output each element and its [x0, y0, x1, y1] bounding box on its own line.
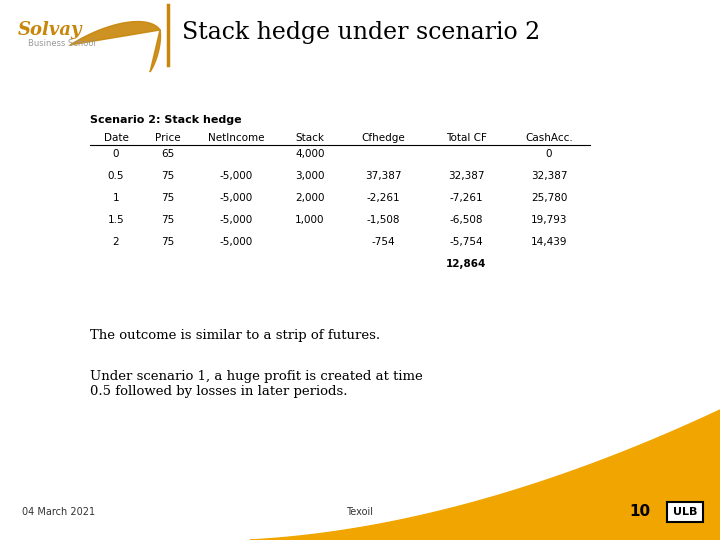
Text: 75: 75 — [161, 193, 175, 203]
Text: 0: 0 — [546, 149, 552, 159]
Text: 3,000: 3,000 — [295, 171, 325, 181]
Text: 32,387: 32,387 — [448, 171, 485, 181]
Text: 1: 1 — [113, 193, 120, 203]
Text: 65: 65 — [161, 149, 175, 159]
Text: Solvay: Solvay — [18, 21, 83, 39]
Text: CashAcc.: CashAcc. — [525, 133, 573, 143]
Text: 32,387: 32,387 — [531, 171, 567, 181]
Text: 04 March 2021: 04 March 2021 — [22, 507, 95, 517]
Text: 0.5: 0.5 — [108, 171, 125, 181]
FancyBboxPatch shape — [667, 502, 703, 522]
Text: 14,439: 14,439 — [531, 237, 567, 247]
Polygon shape — [250, 410, 720, 540]
Text: Business School: Business School — [28, 39, 96, 49]
Text: 1,000: 1,000 — [295, 215, 325, 225]
Text: -5,000: -5,000 — [220, 237, 253, 247]
Text: 75: 75 — [161, 171, 175, 181]
Text: Date: Date — [104, 133, 128, 143]
Text: 10: 10 — [629, 504, 651, 519]
Text: Scenario 2: Stack hedge: Scenario 2: Stack hedge — [90, 115, 242, 125]
Text: 75: 75 — [161, 237, 175, 247]
Text: 1.5: 1.5 — [108, 215, 125, 225]
Text: Stack hedge under scenario 2: Stack hedge under scenario 2 — [182, 21, 540, 44]
Text: 75: 75 — [161, 215, 175, 225]
Text: Cfhedge: Cfhedge — [361, 133, 405, 143]
Text: 2: 2 — [113, 237, 120, 247]
Text: ULB: ULB — [672, 507, 697, 517]
Text: 2,000: 2,000 — [295, 193, 325, 203]
Text: 0: 0 — [113, 149, 120, 159]
Text: -7,261: -7,261 — [449, 193, 483, 203]
Polygon shape — [70, 22, 161, 72]
Text: 4,000: 4,000 — [295, 149, 325, 159]
Text: -1,508: -1,508 — [366, 215, 400, 225]
Text: 19,793: 19,793 — [531, 215, 567, 225]
Text: NetIncome: NetIncome — [208, 133, 264, 143]
Text: -5,000: -5,000 — [220, 215, 253, 225]
Text: -754: -754 — [372, 237, 395, 247]
Text: Texoil: Texoil — [346, 507, 374, 517]
Text: Price: Price — [156, 133, 181, 143]
Text: Under scenario 1, a huge profit is created at time
0.5 followed by losses in lat: Under scenario 1, a huge profit is creat… — [90, 370, 423, 398]
Text: Stack: Stack — [295, 133, 325, 143]
Text: -6,508: -6,508 — [449, 215, 482, 225]
Text: Total CF: Total CF — [446, 133, 487, 143]
Text: 37,387: 37,387 — [365, 171, 401, 181]
Text: -5,000: -5,000 — [220, 193, 253, 203]
Text: -5,000: -5,000 — [220, 171, 253, 181]
Text: -5,754: -5,754 — [449, 237, 483, 247]
Text: -2,261: -2,261 — [366, 193, 400, 203]
Text: The outcome is similar to a strip of futures.: The outcome is similar to a strip of fut… — [90, 329, 380, 342]
Text: 12,864: 12,864 — [446, 259, 486, 269]
Text: 25,780: 25,780 — [531, 193, 567, 203]
